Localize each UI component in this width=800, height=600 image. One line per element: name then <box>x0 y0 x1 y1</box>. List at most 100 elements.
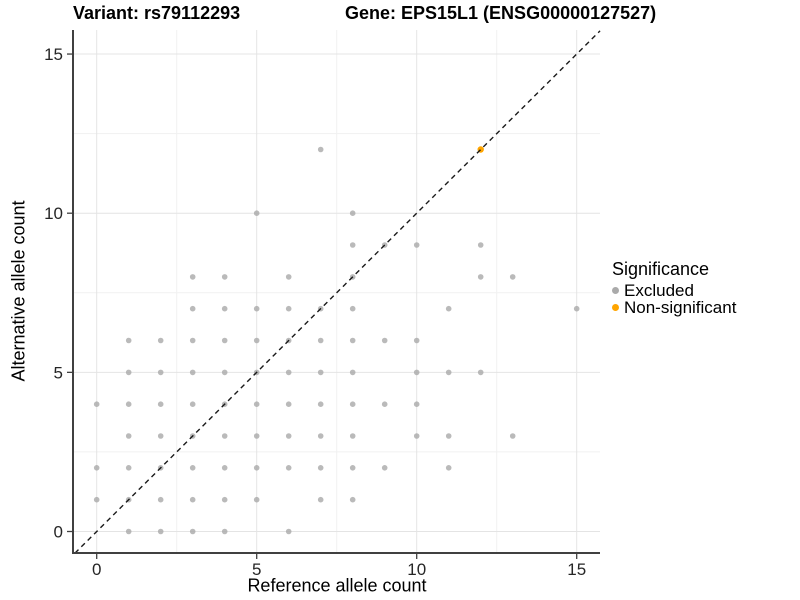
gene-title: Gene: EPS15L1 (ENSG00000127527) <box>345 3 657 23</box>
data-point <box>253 433 260 439</box>
data-point <box>221 369 228 376</box>
y-tick-label: 5 <box>54 363 63 382</box>
data-point <box>285 305 292 312</box>
data-point <box>125 433 132 439</box>
reference-line <box>74 30 601 554</box>
data-point <box>317 496 324 503</box>
data-point <box>189 305 196 312</box>
data-point <box>189 528 196 535</box>
data-point <box>157 401 164 408</box>
data-point <box>285 401 292 408</box>
x-tick-label: 10 <box>407 560 426 579</box>
data-point <box>157 433 164 439</box>
data-point <box>253 496 260 503</box>
data-point <box>285 274 292 280</box>
legend-item-non-significant: Non-significant <box>612 297 737 317</box>
data-point <box>93 465 100 471</box>
data-point <box>317 433 324 439</box>
data-point <box>125 369 132 376</box>
data-point <box>477 274 484 280</box>
data-point <box>189 274 196 280</box>
x-tick-label: 0 <box>92 560 101 579</box>
data-point <box>221 274 228 280</box>
data-point <box>413 337 420 344</box>
data-point <box>349 337 356 344</box>
data-point <box>317 465 324 471</box>
data-point <box>285 528 292 535</box>
data-point <box>317 401 324 408</box>
data-point <box>349 401 356 408</box>
data-point <box>285 465 292 471</box>
data-point <box>381 337 388 344</box>
x-tick-labels: 0 5 10 15 <box>92 560 586 579</box>
data-point <box>413 433 420 439</box>
data-point <box>349 465 356 471</box>
data-point <box>349 369 356 376</box>
data-point <box>253 337 260 344</box>
data-point <box>253 401 260 408</box>
y-axis-title: Alternative allele count <box>8 200 29 382</box>
data-point <box>189 401 196 408</box>
legend: Significance Excluded Non-significant <box>612 259 737 317</box>
data-point <box>317 146 324 153</box>
non-significant-dot-icon <box>612 304 619 311</box>
data-point <box>221 305 228 312</box>
data-point <box>125 337 132 344</box>
axis-lines <box>72 30 600 554</box>
excluded-dot-icon <box>612 287 619 294</box>
data-point <box>125 401 132 408</box>
data-point <box>445 465 452 471</box>
data-point <box>349 210 356 216</box>
data-point <box>413 401 420 408</box>
data-point <box>349 433 356 439</box>
data-point <box>317 337 324 344</box>
data-point <box>445 369 452 376</box>
data-point <box>221 528 228 535</box>
data-point <box>445 305 452 312</box>
data-point <box>509 433 516 439</box>
axis-ticks <box>67 53 578 559</box>
data-point <box>189 465 196 471</box>
legend-title: Significance <box>612 259 710 279</box>
data-point <box>381 465 388 471</box>
data-point <box>445 433 452 439</box>
minor-gridlines <box>73 30 600 553</box>
data-point <box>477 369 484 376</box>
data-point <box>413 369 420 376</box>
data-point <box>221 337 228 344</box>
data-point <box>157 369 164 376</box>
y-tick-label: 0 <box>54 523 63 542</box>
data-point <box>157 337 164 344</box>
data-point <box>381 401 388 408</box>
data-point <box>189 369 196 376</box>
identity-reference-line <box>74 30 601 554</box>
data-point <box>285 369 292 376</box>
variant-title: Variant: rs79112293 <box>73 3 241 23</box>
data-point <box>157 496 164 503</box>
data-point <box>221 496 228 503</box>
data-point <box>125 528 132 535</box>
data-point <box>189 337 196 344</box>
legend-item-label: Excluded <box>624 280 694 300</box>
legend-item-label: Non-significant <box>624 297 737 317</box>
y-tick-label: 15 <box>44 45 63 64</box>
y-tick-labels: 0 5 10 15 <box>44 45 63 541</box>
data-point <box>349 305 356 312</box>
data-point <box>573 305 580 312</box>
legend-item-excluded: Excluded <box>612 280 736 300</box>
x-tick-label: 5 <box>252 560 261 579</box>
data-point <box>253 465 260 471</box>
data-point <box>317 369 324 376</box>
data-point <box>189 496 196 503</box>
data-point <box>93 401 100 408</box>
data-point <box>253 305 260 312</box>
data-point <box>349 496 356 503</box>
x-tick-label: 15 <box>567 560 586 579</box>
data-point <box>253 210 260 216</box>
data-point <box>285 433 292 439</box>
data-point <box>221 433 228 439</box>
data-point <box>509 274 516 280</box>
y-tick-label: 10 <box>44 204 63 223</box>
